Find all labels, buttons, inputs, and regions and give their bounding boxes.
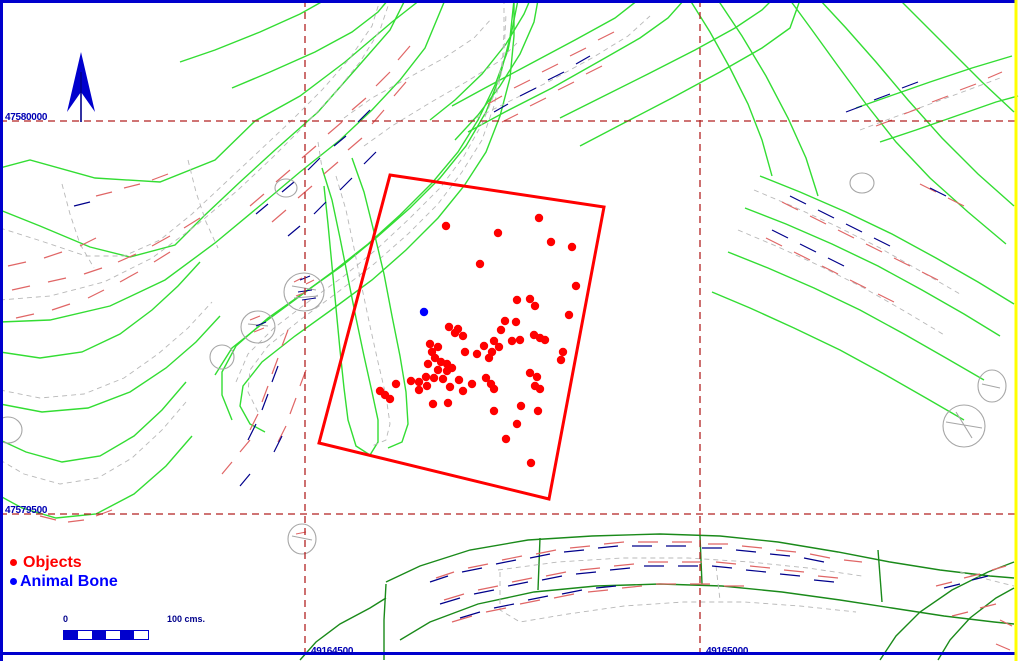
object-find-point[interactable] — [423, 359, 433, 369]
object-find-point[interactable] — [450, 328, 460, 338]
object-find-point[interactable] — [458, 331, 468, 341]
object-find-point[interactable] — [501, 434, 511, 444]
object-find-point[interactable] — [444, 322, 454, 332]
object-find-point[interactable] — [414, 385, 424, 395]
scale-bar-segment — [92, 631, 106, 639]
object-find-point[interactable] — [529, 330, 539, 340]
object-find-point[interactable] — [472, 349, 482, 359]
object-find-point[interactable] — [414, 377, 424, 387]
terrain-hachures-blue — [73, 55, 989, 619]
terrain-interiors-left — [0, 141, 391, 485]
excavation-trench-outline[interactable] — [317, 173, 606, 501]
legend-item-animal-bone: Animal Bone — [10, 572, 118, 591]
object-find-point[interactable] — [430, 353, 440, 363]
object-find-point[interactable] — [406, 376, 416, 386]
object-find-point[interactable] — [484, 353, 494, 363]
boulders — [0, 172, 1007, 555]
legend-item-objects: Objects — [10, 553, 118, 572]
object-find-point[interactable] — [441, 221, 451, 231]
grid-label-east-2: 49165000 — [706, 646, 749, 657]
object-find-point[interactable] — [428, 399, 438, 409]
scale-bar-graphic — [63, 630, 149, 640]
object-find-point[interactable] — [385, 394, 395, 404]
object-find-point[interactable] — [525, 294, 535, 304]
north-arrow-icon — [67, 52, 95, 122]
object-find-point[interactable] — [493, 228, 503, 238]
terrain-interiors-lower — [497, 557, 1015, 623]
object-find-point[interactable] — [515, 335, 525, 345]
object-find-point[interactable] — [460, 347, 470, 357]
object-find-point[interactable] — [558, 347, 568, 357]
object-find-point[interactable] — [540, 335, 550, 345]
object-find-point[interactable] — [475, 259, 485, 269]
grid-label-north-2: 47579500 — [5, 505, 48, 516]
terrain-interiors-upper — [0, 0, 1001, 413]
object-find-point[interactable] — [533, 406, 543, 416]
object-find-point[interactable] — [433, 342, 443, 352]
object-find-point[interactable] — [438, 374, 448, 384]
terrain-ridges-lower — [299, 533, 1015, 661]
object-find-point[interactable] — [530, 301, 540, 311]
boulder-hachures — [249, 275, 317, 535]
object-find-point[interactable] — [556, 355, 566, 365]
grid-label-north-1: 47580000 — [5, 112, 48, 123]
object-find-point[interactable] — [511, 317, 521, 327]
object-find-points[interactable] — [375, 213, 581, 468]
object-find-point[interactable] — [422, 381, 432, 391]
object-find-point[interactable] — [454, 375, 464, 385]
object-find-point[interactable] — [546, 237, 556, 247]
object-find-point[interactable] — [512, 419, 522, 429]
object-find-point[interactable] — [512, 295, 522, 305]
terrain-ridges-upper — [0, 0, 1019, 433]
legend-dot-objects — [10, 559, 17, 566]
object-find-point[interactable] — [564, 310, 574, 320]
object-find-point[interactable] — [494, 342, 504, 352]
object-find-point[interactable] — [526, 458, 536, 468]
animal-bone-find-point[interactable] — [419, 307, 429, 317]
terrain-hachures-red — [7, 31, 1013, 651]
object-find-point[interactable] — [425, 339, 435, 349]
object-find-point[interactable] — [467, 379, 477, 389]
object-find-point[interactable] — [489, 384, 499, 394]
object-find-point[interactable] — [567, 242, 577, 252]
map-legend: Objects Animal Bone — [10, 553, 118, 591]
object-find-point[interactable] — [532, 372, 542, 382]
legend-label-animal-bone: Animal Bone — [20, 572, 118, 590]
object-find-point[interactable] — [479, 341, 489, 351]
scale-bar-segment — [64, 631, 78, 639]
object-find-point[interactable] — [534, 213, 544, 223]
object-find-point[interactable] — [481, 373, 491, 383]
legend-label-objects: Objects — [23, 553, 82, 571]
object-find-point[interactable] — [458, 386, 468, 396]
legend-dot-animal-bone — [10, 578, 17, 585]
object-find-point[interactable] — [496, 325, 506, 335]
scale-min-label: 0 — [63, 614, 69, 624]
object-find-point[interactable] — [421, 372, 431, 382]
object-find-point[interactable] — [391, 379, 401, 389]
object-find-point[interactable] — [571, 281, 581, 291]
object-find-point[interactable] — [445, 382, 455, 392]
object-find-point[interactable] — [429, 373, 439, 383]
object-find-point[interactable] — [489, 406, 499, 416]
scale-bar: 0 100 cms. — [63, 614, 223, 640]
object-find-point[interactable] — [507, 336, 517, 346]
object-find-point[interactable] — [489, 336, 499, 346]
object-find-point[interactable] — [433, 365, 443, 375]
animal-bone-find-points[interactable] — [419, 307, 429, 317]
object-find-point[interactable] — [443, 398, 453, 408]
object-find-point[interactable] — [500, 316, 510, 326]
scale-max-label: 100 cms. — [167, 614, 206, 624]
object-find-point[interactable] — [516, 401, 526, 411]
scale-bar-segment — [120, 631, 134, 639]
object-find-point[interactable] — [447, 363, 457, 373]
grid-label-east-1: 49164500 — [311, 646, 354, 657]
object-find-point[interactable] — [525, 368, 535, 378]
object-find-point[interactable] — [535, 384, 545, 394]
